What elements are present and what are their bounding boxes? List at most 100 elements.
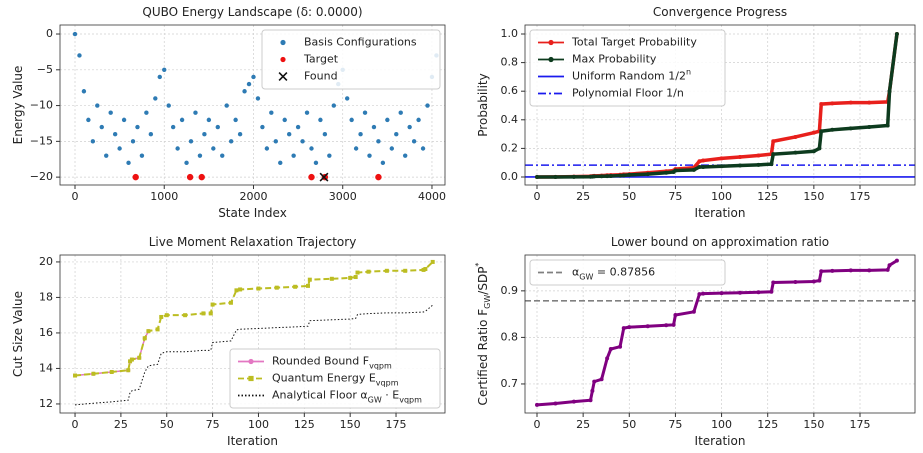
legend-marker <box>248 358 254 365</box>
point <box>885 123 890 128</box>
subplot: Convergence Progress Iteration Probability… <box>476 5 916 220</box>
point <box>273 139 278 144</box>
x-tick-label: 100 <box>248 418 269 431</box>
legend-label: Max Probability <box>572 53 657 66</box>
point <box>153 96 158 101</box>
point <box>738 163 743 168</box>
point <box>645 172 650 177</box>
point <box>389 146 395 151</box>
point <box>771 280 776 285</box>
point <box>210 302 215 307</box>
point <box>228 139 234 144</box>
point <box>77 53 82 58</box>
point <box>228 300 233 305</box>
point <box>411 139 417 144</box>
point <box>403 268 408 273</box>
point <box>673 313 678 318</box>
point <box>193 110 198 115</box>
point <box>673 168 678 173</box>
point <box>887 89 892 94</box>
x-tick-label: 75 <box>668 418 682 431</box>
y-tick-label: 0.8 <box>501 330 519 343</box>
point <box>135 124 140 130</box>
point <box>129 357 134 362</box>
point <box>738 154 743 159</box>
point <box>423 267 428 272</box>
point <box>349 117 354 123</box>
legend-label: Polynomial Floor 1/n <box>572 87 684 100</box>
point <box>571 399 576 404</box>
point <box>304 110 310 115</box>
point <box>159 314 164 319</box>
legend-label: αGW = 0.87856 <box>572 266 655 282</box>
point <box>571 174 576 179</box>
point <box>206 117 212 123</box>
point <box>691 309 696 314</box>
y-axis-label: Probability <box>476 73 490 136</box>
point <box>599 174 604 179</box>
point <box>220 153 225 158</box>
point <box>282 117 287 123</box>
x-tick-label: 25 <box>576 418 590 431</box>
point <box>867 268 872 273</box>
point <box>264 146 270 151</box>
point <box>534 174 539 179</box>
point <box>553 401 558 406</box>
x-tick-label: 75 <box>668 190 682 203</box>
point <box>237 131 243 137</box>
point <box>894 32 899 37</box>
legend: Total Target Probability Max Probability U… <box>529 29 726 107</box>
point <box>819 102 824 107</box>
point <box>817 146 822 151</box>
legend-box <box>229 348 441 409</box>
point <box>811 130 816 135</box>
subplot-title: QUBO Energy Landscape (δ: 0.0000) <box>142 5 362 19</box>
point <box>170 124 176 130</box>
point <box>139 153 145 158</box>
point <box>331 103 337 108</box>
series-line <box>536 259 898 407</box>
point <box>109 369 114 374</box>
legend-marker <box>248 375 254 382</box>
point <box>664 170 669 175</box>
point <box>691 167 696 172</box>
point <box>322 131 328 137</box>
y-tick-label: 16 <box>39 326 53 339</box>
y-axis-label: Energy Value <box>11 66 25 145</box>
x-axis-label: Iteration <box>695 206 746 220</box>
point <box>830 127 835 132</box>
point <box>621 173 626 178</box>
point <box>108 110 113 115</box>
subplot: QUBO Energy Landscape (δ: 0.0000) State I… <box>11 5 446 220</box>
point <box>793 150 798 155</box>
point <box>313 160 319 166</box>
point <box>769 162 774 167</box>
point <box>608 173 613 178</box>
x-tick-label: 175 <box>849 190 870 203</box>
point <box>588 398 593 403</box>
point <box>416 117 421 123</box>
point <box>269 110 274 115</box>
point <box>407 124 412 130</box>
point <box>425 103 430 108</box>
subplot: Live Moment Relaxation Trajectory Iterati… <box>11 235 446 448</box>
subplot-title: Convergence Progress <box>653 5 787 19</box>
y-tick-label: −10 <box>30 99 53 112</box>
y-tick-label: 0.8 <box>501 56 519 69</box>
point <box>353 275 358 280</box>
point <box>830 268 835 273</box>
legend-label: Quantum Energy Evqpm <box>272 372 399 388</box>
legend-marker <box>280 56 286 63</box>
point <box>90 139 96 144</box>
x-tick-label: 100 <box>711 418 732 431</box>
point <box>286 131 292 137</box>
y-tick-label: 0.7 <box>501 377 519 390</box>
point <box>830 101 835 106</box>
plot-frame <box>524 254 916 414</box>
legend-label: Uniform Random 1/2n <box>572 68 691 83</box>
point <box>605 356 610 361</box>
point <box>256 286 261 291</box>
point <box>164 313 169 318</box>
point <box>819 129 824 134</box>
